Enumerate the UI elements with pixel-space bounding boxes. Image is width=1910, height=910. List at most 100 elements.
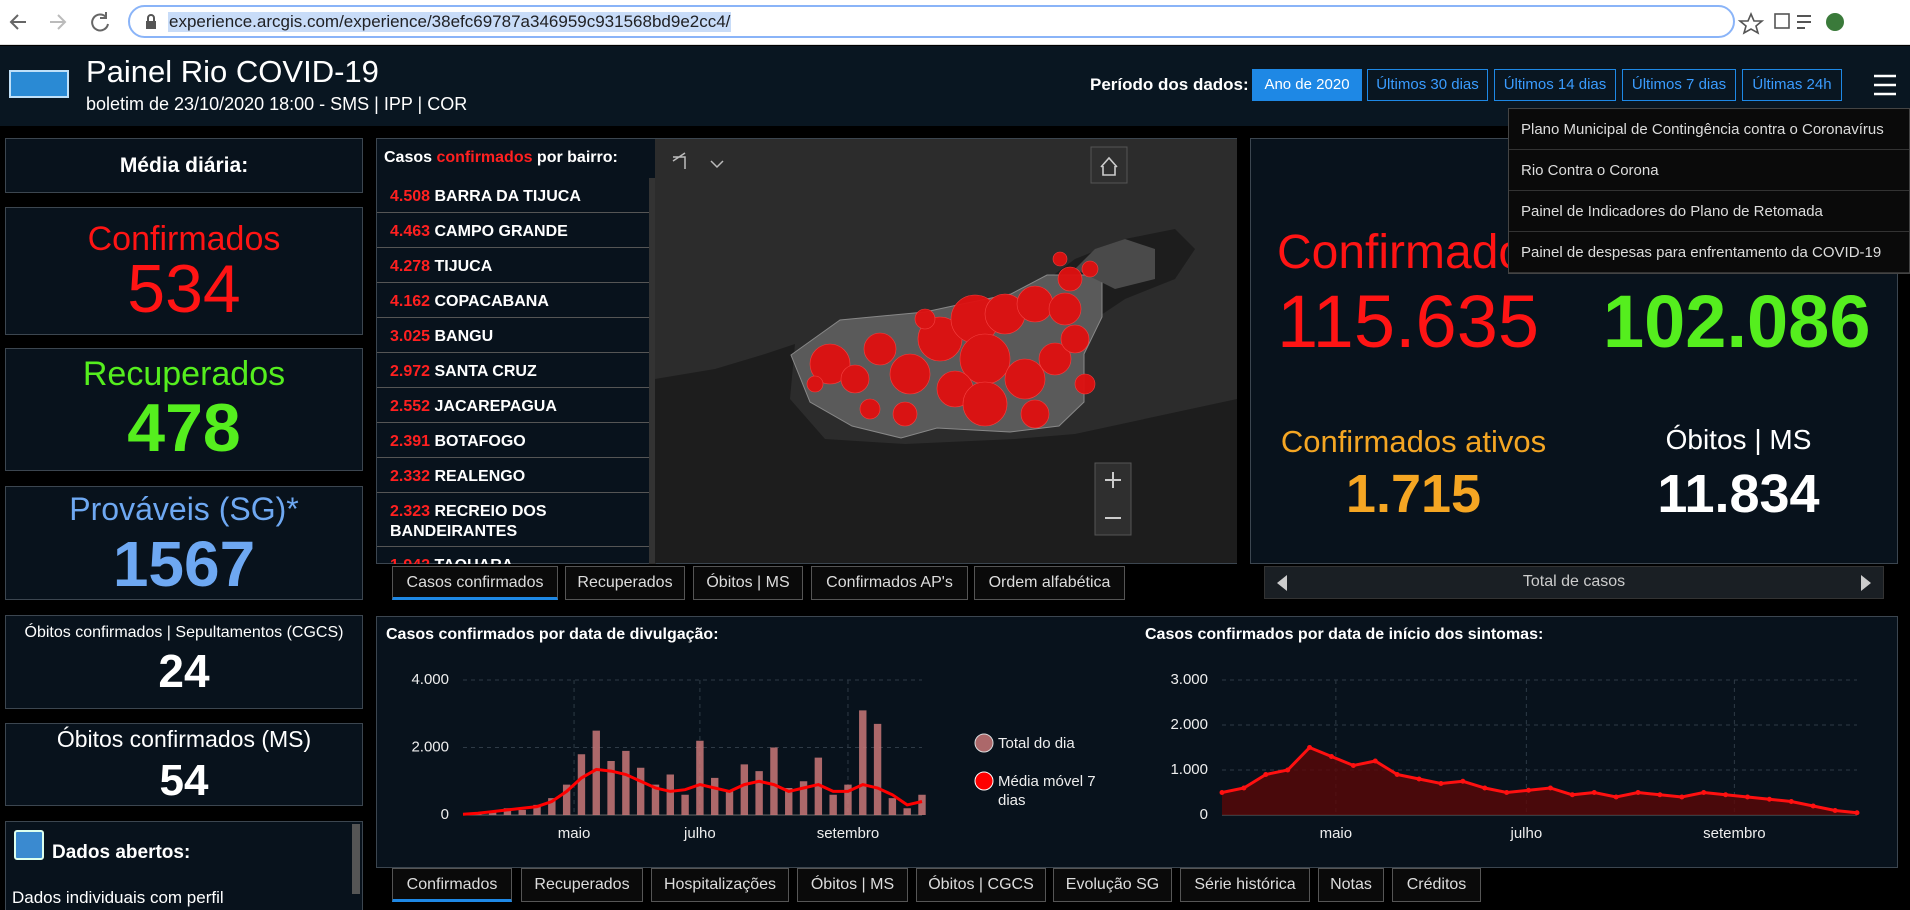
chart-title: Casos confirmados por data de divulgação… xyxy=(386,626,719,643)
period-button[interactable]: Últimos 14 dias xyxy=(1494,69,1616,101)
active-value: 1.715 xyxy=(1345,464,1482,524)
map[interactable] xyxy=(655,139,1237,563)
row-name: CAMPO GRANDE xyxy=(434,223,568,240)
address-bar[interactable]: experience.arcgis.com/experience/38efc69… xyxy=(128,5,1735,38)
row-name: REALENGO xyxy=(434,468,526,485)
period-button[interactable]: Últimos 7 dias xyxy=(1622,69,1736,101)
list-tab[interactable]: Casos confirmados xyxy=(392,566,558,600)
menu-item[interactable]: Painel de despesas para enfrentamento da… xyxy=(1509,232,1909,273)
nav-next[interactable] xyxy=(1861,575,1871,591)
row-name: JACAREPAGUA xyxy=(434,398,557,415)
bottom-tab[interactable]: Notas xyxy=(1318,868,1384,902)
neighborhood-row[interactable]: 2.332 REALENGO xyxy=(377,458,649,493)
bottom-tab[interactable]: Evolução SG xyxy=(1053,868,1172,902)
row-count: 4.278 xyxy=(390,258,431,275)
card-value: 1567 xyxy=(112,528,256,600)
list-scrollbar xyxy=(649,178,656,564)
list-tab[interactable]: Ordem alfabética xyxy=(974,566,1125,600)
card-label: Prováveis (SG)* xyxy=(69,491,299,527)
nav-label: Total de casos xyxy=(1522,573,1626,590)
bottom-tab[interactable]: Recuperados xyxy=(521,868,643,902)
list-tab[interactable]: Confirmados AP's xyxy=(811,566,968,600)
active-label: Confirmados ativos xyxy=(1280,424,1547,459)
period-button[interactable]: Ano de 2020 xyxy=(1252,69,1362,101)
dashboard-subtitle: boletim de 23/10/2020 18:00 - SMS | IPP … xyxy=(86,94,468,114)
period-button[interactable]: Últimas 24h xyxy=(1742,69,1842,101)
period-button[interactable]: Últimos 30 dias xyxy=(1367,69,1488,101)
neighborhood-row[interactable]: 2.391 BOTAFOGO xyxy=(377,423,649,458)
list-tab[interactable]: Óbitos | MS xyxy=(693,566,803,600)
row-name: TIJUCA xyxy=(434,258,493,275)
row-name: COPACABANA xyxy=(434,293,549,310)
period-label: Período dos dados: xyxy=(1090,75,1249,94)
daily-title-card: Média diária: xyxy=(5,138,363,193)
bottom-tab[interactable]: Óbitos | CGCS xyxy=(916,868,1046,902)
nav-prev[interactable] xyxy=(1277,575,1287,591)
bottom-tab[interactable]: Óbitos | MS xyxy=(797,868,908,902)
neighborhood-row[interactable]: 2.972 SANTA CRUZ xyxy=(377,353,649,388)
total-recovered-value: 102.086 xyxy=(1603,280,1871,363)
row-count: 2.332 xyxy=(390,468,431,485)
row-count: 4.162 xyxy=(390,293,431,310)
deaths-value: 11.834 xyxy=(1657,464,1820,524)
daily-card: Confirmados 534 xyxy=(5,207,363,335)
charts-panel xyxy=(376,616,1898,868)
total-confirmed-value: 115.635 xyxy=(1277,280,1539,363)
card-label: Óbitos confirmados (MS) xyxy=(56,726,312,752)
scrollbar xyxy=(352,824,360,894)
neighborhood-row[interactable]: 1.942 TAQUARA xyxy=(377,547,649,564)
url-text: experience.arcgis.com/experience/38efc69… xyxy=(168,12,732,32)
card-label: Confirmados xyxy=(87,220,281,258)
daily-card: Prováveis (SG)* 1567 xyxy=(5,486,363,600)
neighborhood-row[interactable]: 4.463 CAMPO GRANDE xyxy=(377,213,649,248)
list-tab[interactable]: Recuperados xyxy=(565,566,685,600)
menu-item[interactable]: Painel de Indicadores do Plano de Retoma… xyxy=(1509,191,1909,232)
totals-nav: Total de casos xyxy=(1264,566,1884,599)
row-count: 2.391 xyxy=(390,433,431,450)
neighborhood-row[interactable]: 4.508 BARRA DA TIJUCA xyxy=(377,178,649,213)
legend-label: Total do dia xyxy=(998,735,1075,752)
open-data-title: Dados abertos: xyxy=(52,842,191,863)
nav-buttons[interactable] xyxy=(0,0,130,45)
menu-item[interactable]: Plano Municipal de Contingência contra o… xyxy=(1509,109,1909,150)
total-confirmed-label: Confirmados xyxy=(1277,226,1550,279)
card-value: 24 xyxy=(158,645,210,697)
neighborhood-row[interactable]: 2.552 JACAREPAGUA xyxy=(377,388,649,423)
deaths-label: Óbitos | MS xyxy=(1665,424,1812,455)
row-name: BARRA DA TIJUCA xyxy=(434,188,581,205)
dashboard-title: Painel Rio COVID-19 xyxy=(86,54,379,89)
card-label: Óbitos confirmados | Sepultamentos (CGCS… xyxy=(24,624,344,641)
row-count: 2.972 xyxy=(390,363,431,380)
row-name: SANTA CRUZ xyxy=(434,363,537,380)
neighborhood-row[interactable]: 2.323 RECREIO DOS BANDEIRANTES xyxy=(377,493,649,547)
card-value: 54 xyxy=(159,756,209,805)
row-name: BOTAFOGO xyxy=(434,433,526,450)
neighborhood-row[interactable]: 3.025 BANGU xyxy=(377,318,649,353)
chart-title: Casos confirmados por data de início dos… xyxy=(1145,626,1544,643)
open-data-icon xyxy=(14,830,44,860)
neighborhood-row[interactable]: 4.162 COPACABANA xyxy=(377,283,649,318)
list-title-text: por bairro: xyxy=(532,149,618,166)
row-count: 3.025 xyxy=(390,328,431,345)
neighborhood-list: 4.508 BARRA DA TIJUCA 4.463 CAMPO GRANDE 4… xyxy=(377,178,649,564)
list-title-text: Casos xyxy=(384,149,437,166)
lock-icon xyxy=(146,14,156,29)
daily-card: Óbitos confirmados (MS) 54 xyxy=(5,723,363,806)
row-name: BANGU xyxy=(434,328,494,345)
bottom-tab[interactable]: Hospitalizações xyxy=(651,868,789,902)
menu-button[interactable] xyxy=(1872,73,1898,97)
open-data-text: Dados individuais com perfil xyxy=(12,888,224,907)
menu-item[interactable]: Rio Contra o Corona xyxy=(1509,150,1909,191)
daily-card: Recuperados 478 xyxy=(5,348,363,471)
browser-toolbar: experience.arcgis.com/experience/38efc69… xyxy=(0,0,1910,45)
row-count: 4.463 xyxy=(390,223,431,240)
row-count: 4.508 xyxy=(390,188,431,205)
row-count: 2.552 xyxy=(390,398,431,415)
bottom-tab[interactable]: Créditos xyxy=(1392,868,1481,902)
bottom-tab[interactable]: Série histórica xyxy=(1180,868,1310,902)
card-value: 478 xyxy=(127,390,241,466)
neighborhood-row[interactable]: 4.278 TIJUCA xyxy=(377,248,649,283)
bottom-tab[interactable]: Confirmados xyxy=(392,868,512,902)
card-label: Recuperados xyxy=(82,355,286,393)
